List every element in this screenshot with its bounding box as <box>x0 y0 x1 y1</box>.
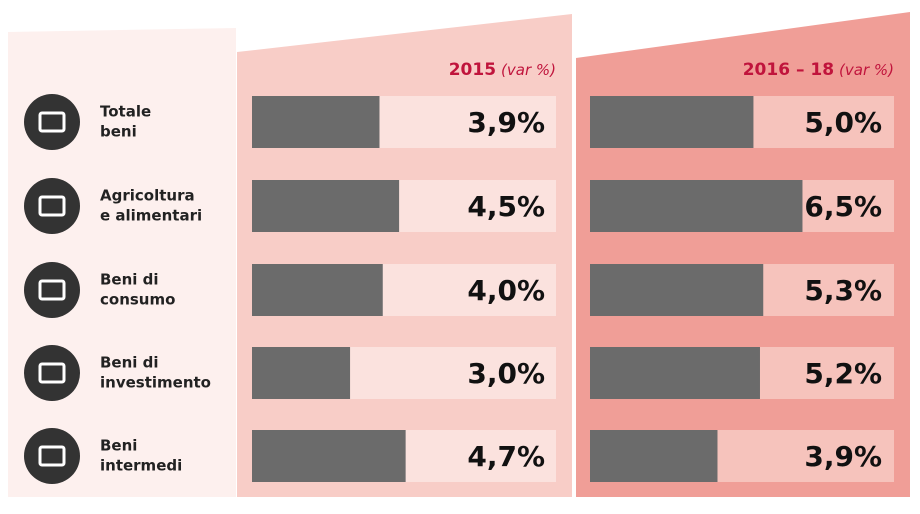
bar <box>590 264 764 316</box>
bar <box>590 347 760 399</box>
category-label: Agricoltura <box>100 187 195 205</box>
value-label: 4,0% <box>467 274 545 307</box>
value-label: 4,5% <box>467 190 545 223</box>
category-icon <box>24 428 80 484</box>
category-icon <box>24 94 80 150</box>
value-label: 5,3% <box>804 274 882 307</box>
bar <box>252 264 383 316</box>
icon-glyph <box>38 111 66 133</box>
bar <box>590 430 718 482</box>
category-label: Totale <box>100 103 151 121</box>
category-icon <box>24 345 80 401</box>
icon-glyph <box>38 445 66 467</box>
category-label: intermedi <box>100 457 182 475</box>
category-label: investimento <box>100 374 211 392</box>
bar <box>252 430 406 482</box>
value-label: 3,9% <box>467 106 545 139</box>
category-label: consumo <box>100 291 175 309</box>
bar <box>590 96 754 148</box>
category-icon <box>24 178 80 234</box>
icon-glyph <box>38 279 66 301</box>
category-label: e alimentari <box>100 207 202 225</box>
unit-label: (var %) <box>839 61 894 79</box>
series-header: 2016 – 18 (var %) <box>743 60 894 80</box>
series-header: 2015 (var %) <box>449 60 556 80</box>
unit-label: (var %) <box>501 61 556 79</box>
panel-2015 <box>237 14 572 497</box>
category-label: Beni di <box>100 354 159 372</box>
category-icon <box>24 262 80 318</box>
series-name: 2016 – 18 <box>743 60 834 80</box>
bar <box>252 180 400 232</box>
value-label: 5,2% <box>804 357 882 390</box>
value-label: 3,0% <box>467 357 545 390</box>
category-label: beni <box>100 123 137 141</box>
bar <box>590 180 803 232</box>
category-label: Beni di <box>100 271 159 289</box>
panel-2016-18 <box>576 12 910 497</box>
value-label: 5,0% <box>804 106 882 139</box>
value-label: 6,5% <box>804 190 882 223</box>
category-label: Beni <box>100 437 137 455</box>
icon-glyph <box>38 195 66 217</box>
value-label: 4,7% <box>467 440 545 473</box>
bar <box>252 96 380 148</box>
value-label: 3,9% <box>804 440 882 473</box>
series-name: 2015 <box>449 60 496 80</box>
icon-glyph <box>38 362 66 384</box>
bar <box>252 347 351 399</box>
